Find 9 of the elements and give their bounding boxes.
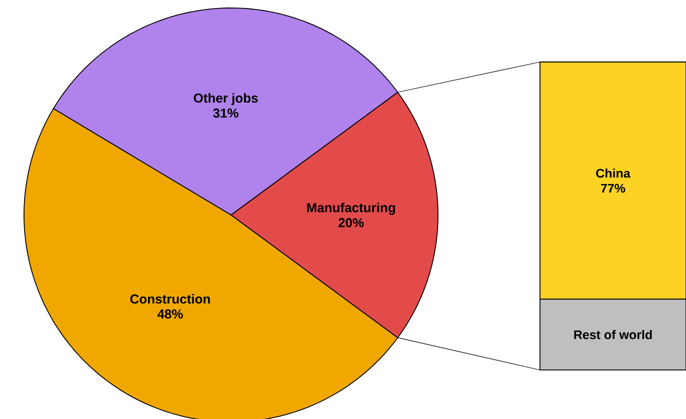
slice-label: Construction: [130, 294, 210, 304]
data-label: 31%: [213, 108, 238, 118]
slice-label: Other jobs: [194, 93, 258, 106]
data-label: 48%: [157, 309, 183, 319]
data-label: 20%: [338, 218, 364, 228]
series-label: Rest of world: [574, 330, 652, 340]
data-label: 77%: [601, 184, 626, 193]
series-label: China: [596, 168, 630, 178]
slice-label: Manufacturing: [307, 202, 395, 215]
